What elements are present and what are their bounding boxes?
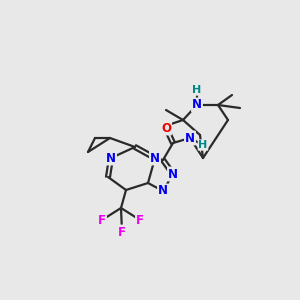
- Text: F: F: [118, 226, 126, 238]
- Text: F: F: [136, 214, 144, 226]
- Text: N: N: [168, 167, 178, 181]
- Text: H: H: [192, 85, 202, 95]
- Text: N: N: [158, 184, 168, 197]
- Text: N: N: [192, 98, 202, 112]
- Text: F: F: [98, 214, 106, 226]
- Text: N: N: [106, 152, 116, 164]
- Text: O: O: [161, 122, 171, 134]
- Text: H: H: [198, 140, 208, 150]
- Text: N: N: [185, 131, 195, 145]
- Text: N: N: [150, 152, 160, 164]
